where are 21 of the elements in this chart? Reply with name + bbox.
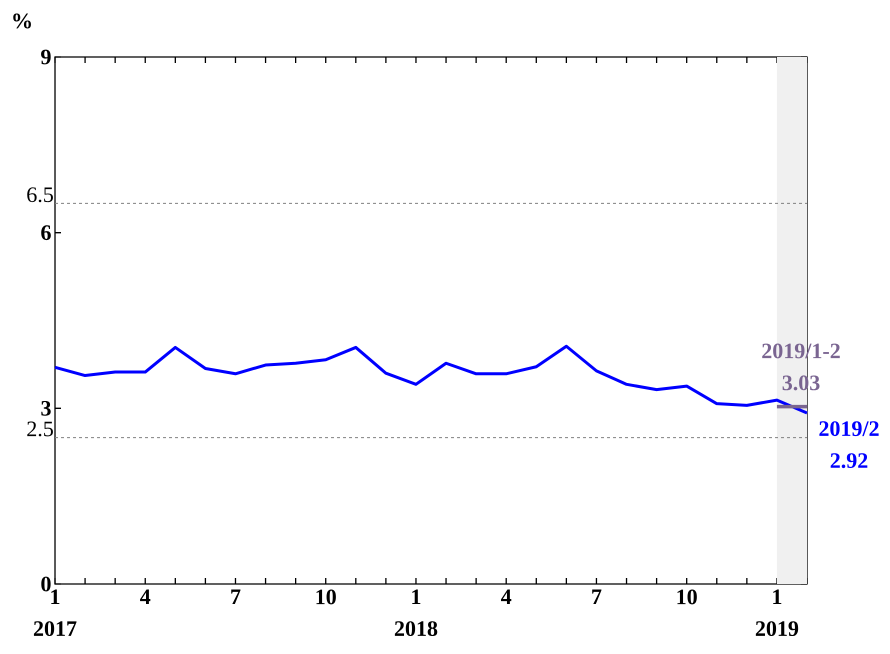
x-tick-label: 4 — [140, 590, 150, 604]
x-tick-label: 1 — [412, 590, 420, 604]
y-tick-label: 9 — [41, 50, 51, 64]
ref-line-label: 6.5 — [27, 187, 53, 202]
y-tick-label: 0 — [41, 576, 51, 592]
x-tick-label: 10 — [316, 590, 336, 604]
x-tick-label: 7 — [231, 590, 240, 604]
text: 2018 — [394, 621, 438, 636]
x-tick-label: 1 — [773, 590, 782, 604]
text: 2019 — [756, 621, 798, 636]
x-tick-label: 7 — [592, 590, 602, 604]
x-tick-label: 10 — [677, 590, 697, 604]
text: 2017 — [34, 621, 76, 636]
y-axis-title: % — [13, 14, 31, 28]
y-tick-label: 6 — [41, 225, 51, 240]
x-tick-label: 1 — [51, 590, 60, 604]
x-tick-label: 4 — [501, 590, 512, 604]
annotation: 2.92 — [830, 453, 868, 468]
annotation: 2019/2 — [819, 421, 879, 436]
y-tick-label: 3 — [41, 400, 51, 416]
ref-line-label: 2.5 — [27, 422, 53, 436]
